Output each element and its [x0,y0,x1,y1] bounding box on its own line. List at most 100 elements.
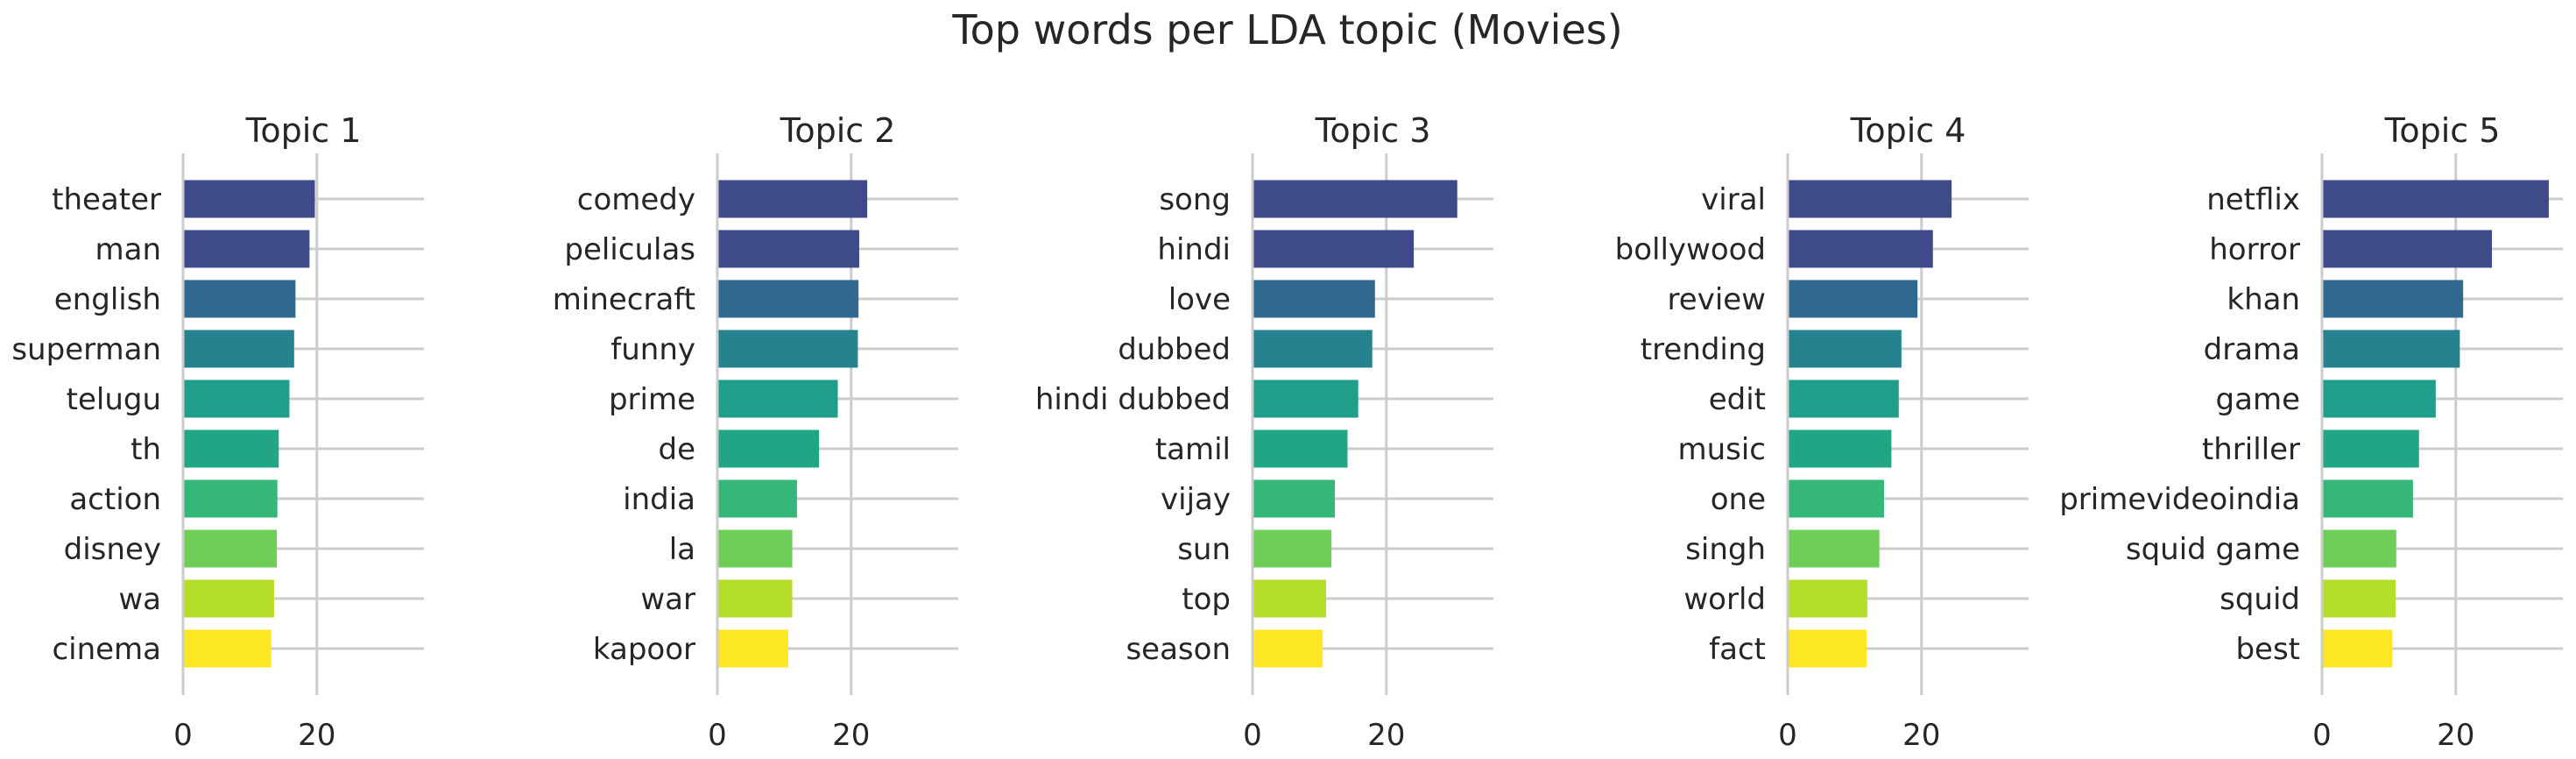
bar-viral [1788,180,1952,218]
bar-prime [717,380,838,418]
bar-funny [717,330,858,368]
bar-man [183,230,310,268]
category-label: viral [1701,182,1766,217]
category-label: war [640,582,695,617]
bar-season [1253,629,1323,668]
category-label: season [1126,632,1231,667]
category-label: english [54,282,161,317]
category-label: bollywood [1615,232,1766,267]
category-label: hindi dubbed [1035,382,1231,417]
bar-minecraft [717,280,859,318]
category-label: trending [1641,332,1766,367]
category-label: hindi [1157,232,1231,267]
category-label: love [1168,282,1231,317]
bar-song [1253,180,1457,218]
category-label: best [2235,632,2300,667]
bar-kapoor [717,629,788,668]
x-tick-label: 20 [832,718,870,753]
bar-hindi-dubbed [1253,380,1359,418]
bar-peliculas [717,230,859,268]
bar-edit [1788,380,1899,418]
bar-superman [183,330,294,368]
category-label: horror [2209,232,2300,267]
bar-game [2322,380,2436,418]
bar-comedy [717,180,868,218]
category-label: cinema [52,632,161,667]
category-label: world [1683,582,1766,617]
subplot-title: Topic 2 [780,111,896,150]
bar-sun [1253,529,1332,568]
x-tick-label: 20 [298,718,335,753]
category-label: prime [609,382,695,417]
category-label: khan [2227,282,2300,317]
bar-love [1253,280,1375,318]
category-label: song [1159,182,1231,217]
category-label: fact [1709,632,1766,667]
bar-la [717,529,793,568]
bar-best [2322,629,2393,668]
category-label: funny [610,332,695,367]
category-label: man [95,232,161,267]
category-label: peliculas [564,232,695,267]
category-label: action [69,482,161,517]
bar-bollywood [1788,230,1933,268]
category-label: dubbed [1118,332,1231,367]
category-label: squid game [2126,532,2300,567]
subplot-topic-5: netflix horror khan drama game thriller primev… [2059,111,2563,753]
bar-squid-game [2322,529,2396,568]
bar-english [183,280,296,318]
bar-india [717,479,797,518]
category-label: de [659,432,696,467]
category-label: disney [64,532,161,567]
category-label: music [1677,432,1766,467]
bar-top [1253,579,1327,618]
category-label: vijay [1161,482,1231,517]
x-tick-label: 0 [708,718,727,753]
bar-netflix [2322,180,2549,218]
category-label: la [669,532,695,567]
x-tick-label: 0 [1778,718,1797,753]
bar-one [1788,479,1884,518]
category-label: game [2216,382,2300,417]
category-label: primevideoindia [2059,482,2300,517]
subplot-topic-2: comedy peliculas minecraft funny prime de indi… [553,111,958,753]
bar-tamil [1253,429,1348,468]
bar-squid [2322,579,2396,618]
category-label: kapoor [593,632,695,667]
bar-thriller [2322,429,2419,468]
subplot-topic-3: song hindi love dubbed hindi dubbed tamil vija… [1035,111,1493,753]
bar-music [1788,429,1892,468]
category-label: netflix [2206,182,2300,217]
category-label: wa [118,582,161,617]
figure-title: Top words per LDA topic (Movies) [951,6,1622,53]
bar-telugu [183,380,290,418]
subplots: theater man english superman telugu th action d… [11,111,2563,753]
bar-action [183,479,278,518]
subplot-topic-4: viral bollywood review trending edit music one… [1615,111,2029,753]
x-tick-label: 20 [2437,718,2474,753]
subplot-topic-1: theater man english superman telugu th action d… [11,111,424,753]
bar-wa [183,579,274,618]
category-label: tamil [1155,432,1231,467]
bar-dubbed [1253,330,1373,368]
x-tick-label: 0 [1243,718,1262,753]
category-label: thriller [2202,432,2300,467]
category-label: comedy [577,182,695,217]
bar-primevideoindia [2322,479,2413,518]
category-label: sun [1177,532,1231,567]
bar-world [1788,579,1867,618]
category-label: telugu [67,382,161,417]
category-label: theater [52,182,161,217]
bar-khan [2322,280,2464,318]
subplot-title: Topic 5 [2384,111,2501,150]
bar-disney [183,529,277,568]
x-tick-label: 0 [173,718,193,753]
category-label: minecraft [553,282,695,317]
x-tick-label: 20 [1367,718,1405,753]
category-label: review [1668,282,1766,317]
bar-de [717,429,820,468]
category-label: drama [2204,332,2300,367]
bar-fact [1788,629,1867,668]
bar-war [717,579,793,618]
